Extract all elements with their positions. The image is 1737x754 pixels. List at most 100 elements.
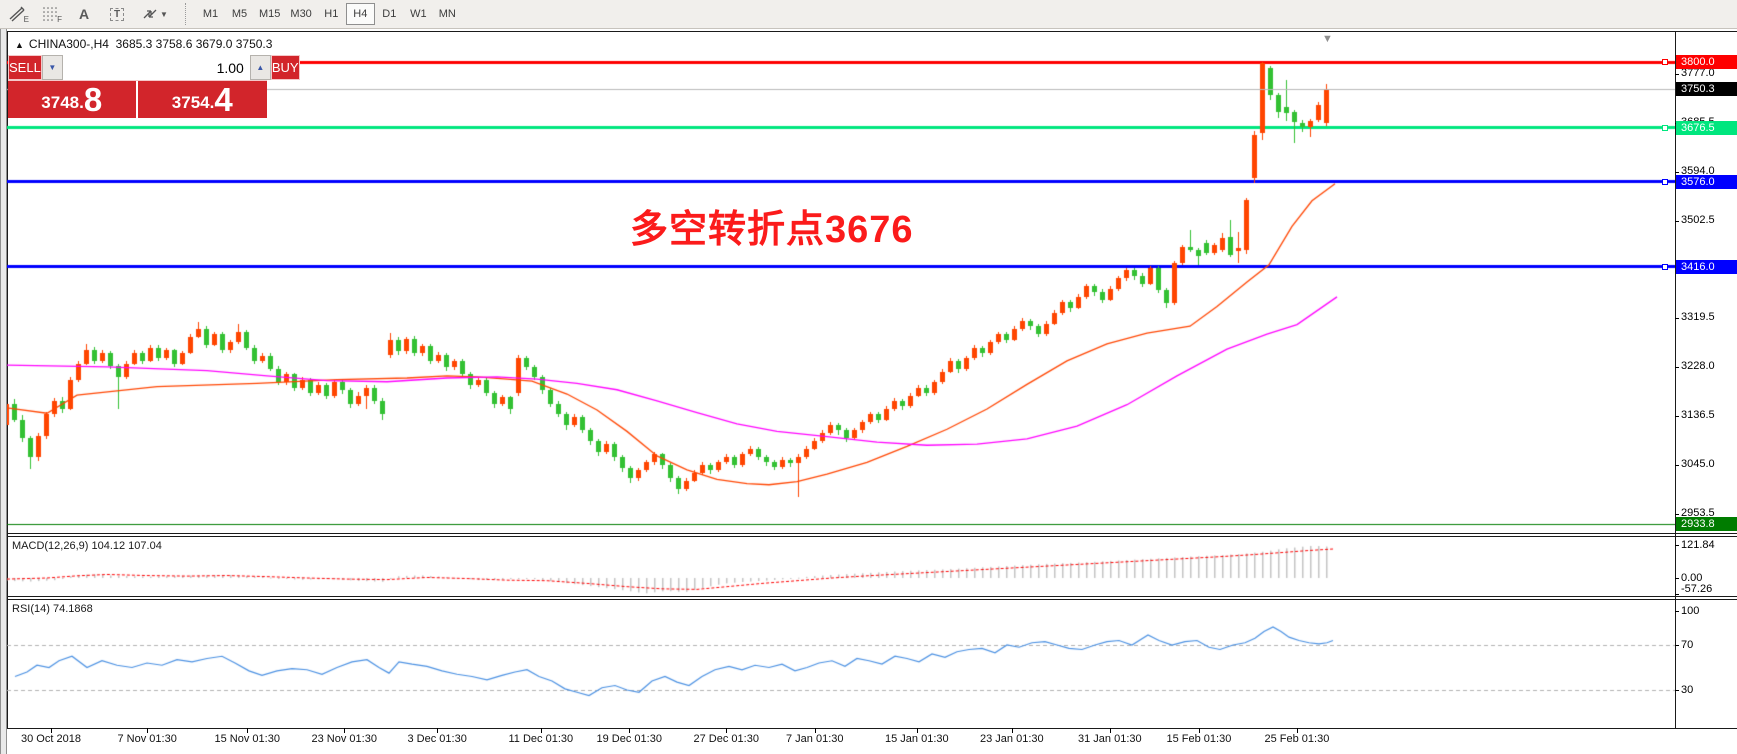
rsi-axis-label: 70 — [1681, 639, 1694, 651]
price-axis-border[interactable] — [1675, 31, 1676, 728]
symbol-name: CHINA300-,H4 — [28, 37, 109, 51]
price-tick-mark — [1675, 74, 1679, 75]
date-tick — [247, 728, 248, 733]
line-handle[interactable] — [1662, 178, 1668, 185]
date-label: 15 Nov 01:30 — [214, 733, 280, 745]
label-tool-icon[interactable]: T — [102, 2, 132, 26]
timeframe-m1-button[interactable]: M1 — [202, 8, 219, 20]
text-tool-icon[interactable]: A — [78, 6, 90, 22]
buy-button[interactable]: BUY — [270, 55, 300, 80]
price-tick-label: 3777.0 — [1681, 67, 1715, 80]
rsi-axis-tick — [1675, 645, 1679, 646]
date-label: 3 Dec 01:30 — [407, 733, 467, 745]
date-tick — [1199, 728, 1200, 733]
date-tick — [51, 728, 52, 733]
date-tick — [1110, 728, 1111, 733]
date-tick — [344, 728, 345, 733]
date-label: 25 Feb 01:30 — [1264, 733, 1330, 745]
date-tick — [726, 728, 727, 733]
panel-separator[interactable] — [7, 533, 1737, 534]
timeframe-d1-button[interactable]: D1 — [382, 8, 397, 20]
date-tick — [1012, 728, 1013, 733]
timeframe-h4-button[interactable]: H4 — [345, 3, 375, 25]
low-badge: 2933.8 — [1676, 517, 1737, 532]
collapse-triangle-icon[interactable]: ▲ — [15, 40, 24, 50]
toolbar-separator — [185, 3, 190, 25]
sell-button[interactable]: SELL — [8, 55, 42, 80]
volume-decrease-button[interactable]: ▼ — [41, 55, 63, 80]
sell-price[interactable]: 3748. 8 — [8, 81, 138, 118]
price-tick-label: 3228.0 — [1681, 360, 1715, 373]
ohlc-values: 3685.3 3758.6 3679.0 3750.3 — [115, 37, 273, 51]
line-handle[interactable] — [1662, 59, 1668, 65]
date-label: 27 Dec 01:30 — [693, 733, 759, 745]
date-label: 31 Jan 01:30 — [1078, 733, 1142, 745]
rsi-canvas[interactable] — [7, 600, 1675, 728]
macd-axis-tick — [1675, 578, 1679, 579]
volume-input[interactable] — [62, 55, 250, 80]
macd-canvas[interactable] — [7, 537, 1675, 596]
rsi-label: RSI(14) 74.1868 — [12, 603, 93, 615]
volume-increase-button[interactable]: ▲ — [249, 55, 271, 80]
price-tick-label: 3594.0 — [1681, 164, 1715, 177]
horizontal-line-3416[interactable] — [7, 265, 1675, 270]
horizontal-line-3676[interactable] — [7, 126, 1675, 131]
support2-badge: 3416.0 — [1676, 259, 1737, 274]
panel-separator[interactable] — [7, 536, 1737, 537]
panel-separator[interactable] — [7, 599, 1737, 600]
pivot-badge: 3676.5 — [1676, 120, 1737, 135]
price-tick-label: 3502.5 — [1681, 213, 1715, 226]
dropdown-caret-icon: ▼ — [160, 9, 168, 19]
date-label: 23 Nov 01:30 — [311, 733, 377, 745]
horizontal-line-2933[interactable] — [7, 522, 1675, 527]
trendline-tool-icon[interactable]: E — [3, 2, 33, 26]
date-label: 11 Dec 01:30 — [508, 733, 574, 745]
timeframe-w1-button[interactable]: W1 — [410, 8, 427, 20]
date-tick — [147, 728, 148, 733]
panel-separator[interactable] — [7, 596, 1737, 597]
chart-top-border — [7, 31, 1737, 32]
date-label: 15 Jan 01:30 — [885, 733, 949, 745]
chart-symbol-title: ▲ CHINA300-,H4 3685.3 3758.6 3679.0 3750.… — [15, 37, 272, 51]
macd-axis-tick — [1675, 594, 1679, 595]
annotation-text[interactable]: 多空转折点3676 — [630, 209, 914, 251]
price-tick-mark — [1675, 172, 1679, 173]
rsi-axis-label: 30 — [1681, 684, 1694, 696]
date-tick — [815, 728, 816, 733]
support1-badge: 3576.0 — [1676, 174, 1737, 189]
date-tick — [629, 728, 630, 733]
time-axis-border — [7, 728, 1737, 729]
price-tick-mark — [1675, 221, 1679, 222]
rsi-axis-tick — [1675, 611, 1679, 612]
window-left-edge — [0, 29, 7, 754]
date-tick — [917, 728, 918, 733]
timeframe-mn-button[interactable]: MN — [438, 8, 456, 20]
rsi-axis-tick — [1675, 690, 1679, 691]
timeframe-m15-button[interactable]: M15 — [259, 8, 281, 20]
timeframe-h1-button[interactable]: H1 — [324, 8, 339, 20]
buy-price[interactable]: 3754. 4 — [171, 81, 233, 118]
timeframe-m30-button[interactable]: M30 — [290, 8, 312, 20]
date-label: 7 Jan 01:30 — [786, 733, 844, 745]
price-tick-label: 3045.0 — [1681, 458, 1715, 471]
fibonacci-tool-icon[interactable]: F — [36, 2, 66, 26]
macd-label: MACD(12,26,9) 104.12 107.04 — [12, 540, 162, 552]
timeframe-m5-button[interactable]: M5 — [231, 8, 248, 20]
date-label: 15 Feb 01:30 — [1166, 733, 1232, 745]
horizontal-line-3576[interactable] — [7, 180, 1675, 185]
main-chart-canvas[interactable] — [7, 32, 1675, 533]
arrow-tools-icon[interactable]: ▼ — [135, 2, 175, 26]
price-tick-mark — [1675, 514, 1679, 515]
date-label: 30 Oct 2018 — [21, 733, 81, 745]
price-tick-label: 2953.5 — [1681, 506, 1715, 519]
macd-axis-label: -57.26 — [1681, 583, 1713, 595]
resistance-badge: 3800.0 — [1676, 55, 1737, 69]
line-handle[interactable] — [1662, 124, 1668, 131]
date-tick — [437, 728, 438, 733]
chart-end-marker-icon: ▼ — [1322, 33, 1333, 45]
horizontal-line-3800[interactable] — [7, 60, 1675, 65]
line-handle[interactable] — [1662, 263, 1668, 270]
date-label: 7 Nov 01:30 — [117, 733, 177, 745]
trade-panel: SELL ▼ ▲ BUY 3748.8 3754.4 — [8, 55, 300, 118]
rsi-axis-label: 100 — [1681, 605, 1700, 618]
